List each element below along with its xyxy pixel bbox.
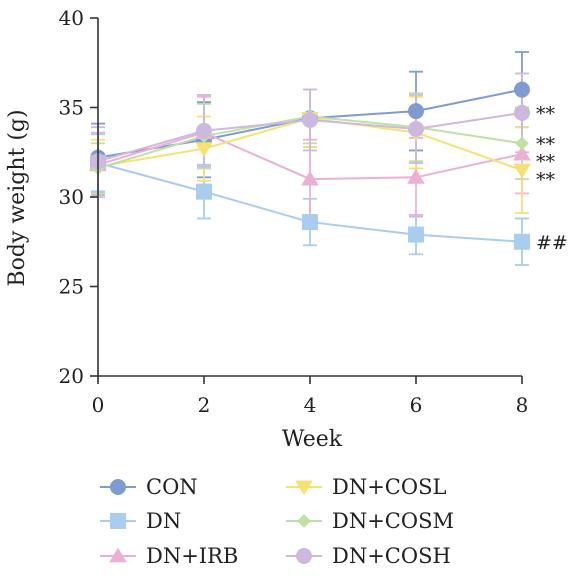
data-point-dn: [514, 233, 530, 250]
data-point-dn-cosh: [196, 122, 212, 139]
legend-marker: [295, 480, 313, 496]
annotations: ##********: [536, 103, 568, 254]
legend-label: CON: [146, 475, 198, 499]
x-tick-label: 6: [410, 393, 423, 417]
legend-marker: [110, 479, 126, 495]
y-tick-label: 35: [59, 96, 84, 120]
legend-item-dn-cosh: DN+COSH: [286, 544, 451, 568]
legend-item-dn: DN: [100, 509, 181, 533]
significance-stars: **: [536, 103, 556, 125]
legend-label: DN+COSH: [332, 544, 451, 568]
data-point-con: [514, 81, 530, 98]
data-point-dn: [408, 226, 424, 243]
legend-label: DN+COSM: [332, 509, 454, 533]
significance-stars: **: [536, 169, 556, 191]
data-point-dn-cosh: [408, 120, 424, 137]
y-tick-label: 40: [59, 6, 84, 30]
data-point-dn-irb: [513, 145, 531, 161]
data-point-dn: [302, 214, 318, 231]
y-tick-label: 25: [59, 275, 84, 299]
data-point-dn-cosh: [514, 104, 530, 121]
legend-marker: [297, 514, 311, 528]
y-axis-title: Body weight (g): [5, 109, 30, 286]
data-point-dn-cosl: [195, 142, 213, 158]
legend-item-dn-cosm: DN+COSM: [286, 509, 454, 533]
y-tick-label: 20: [59, 364, 84, 388]
legend-label: DN+IRB: [146, 544, 238, 568]
data-point-con: [408, 103, 424, 120]
x-tick-label: 0: [92, 393, 105, 417]
data-point-dn-irb: [301, 170, 319, 186]
legend-item-con: CON: [100, 475, 198, 499]
legend: CON DN DN+IRB DN+COSL DN+COSM DN+COSH: [100, 475, 454, 568]
significance-hash: ##: [536, 232, 568, 254]
legend-marker: [109, 547, 127, 563]
error-bars: [91, 51, 529, 266]
series-markers: [89, 81, 531, 250]
x-tick-label: 8: [516, 393, 529, 417]
data-point-dn-cosm: [515, 136, 529, 151]
significance-stars: **: [536, 151, 556, 173]
legend-item-dn-cosl: DN+COSL: [286, 475, 446, 499]
ticks: 20 25 30 35 40 0 2 4 6 8: [59, 6, 529, 417]
data-point-dn: [196, 183, 212, 200]
legend-item-dn-irb: DN+IRB: [100, 544, 238, 568]
legend-label: DN: [146, 509, 181, 533]
data-point-dn-cosh: [302, 112, 318, 129]
data-point-dn-cosl: [513, 163, 531, 179]
legend-label: DN+COSL: [332, 475, 446, 499]
legend-marker: [110, 513, 126, 529]
x-tick-label: 4: [304, 393, 317, 417]
x-axis-title: Week: [282, 427, 343, 452]
y-tick-label: 30: [59, 185, 84, 209]
significance-stars: **: [536, 133, 556, 155]
x-tick-label: 2: [198, 393, 211, 417]
data-point-dn-irb: [407, 168, 425, 184]
legend-marker: [296, 548, 312, 564]
